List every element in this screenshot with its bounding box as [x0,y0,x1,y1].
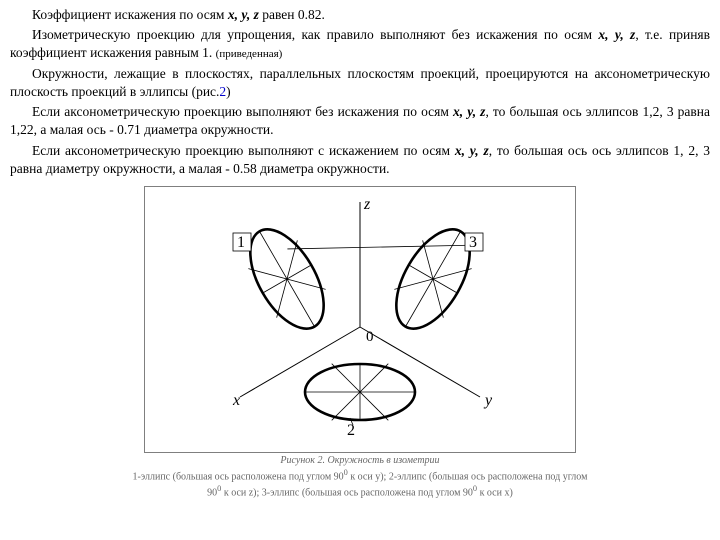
isometric-diagram: z x y 0 1 3 2 [144,186,576,453]
diagram-wrap: z x y 0 1 3 2 [0,186,720,453]
p2-axes: x, y, z [598,27,635,42]
p5-a: Если аксонометрическую проекцию выполняю… [32,143,455,158]
caption-line3: 900 к оси z); 3-эллипс (большая ось расп… [0,484,720,500]
caption-line2: 1-эллипс (большая ось расположена под уг… [0,468,720,484]
svg-text:0: 0 [366,329,374,345]
caption-title: Рисунок 2. Окружность в изометрии [0,455,720,468]
p4-a: Если аксонометрическую проекцию выполняю… [32,104,453,119]
svg-text:y: y [483,392,493,409]
text-block: Коэффициент искажения по осям x, y, z ра… [0,0,720,184]
p2-a: Изометрическую проекцию для упрощения, к… [32,27,598,42]
para-1: Коэффициент искажения по осям x, y, z ра… [10,6,710,24]
p3-b: ) [226,84,231,99]
svg-text:2: 2 [347,422,355,439]
p4-axes: x, y, z [453,104,485,119]
p1-a: Коэффициент искажения по осям [32,7,228,22]
para-3: Окружности, лежащие в плоскостях, паралл… [10,65,710,101]
diagram-svg: z x y 0 1 3 2 [145,187,575,447]
p3-a: Окружности, лежащие в плоскостях, паралл… [10,66,710,99]
p2-annot: (приведенная) [216,48,283,60]
p1-b: равен 0.82. [259,7,325,22]
para-5: Если аксонометрическую проекцию выполняю… [10,142,710,178]
svg-text:x: x [232,392,240,409]
p1-axes: x, y, z [228,7,259,22]
para-4: Если аксонометрическую проекцию выполняю… [10,103,710,139]
svg-text:1: 1 [237,234,245,251]
p5-axes: x, y, z [455,143,489,158]
svg-text:z: z [363,196,371,213]
svg-text:3: 3 [469,234,477,251]
para-2: Изометрическую проекцию для упрощения, к… [10,26,710,62]
caption-wrap: Рисунок 2. Окружность в изометрии 1-элли… [0,455,720,499]
